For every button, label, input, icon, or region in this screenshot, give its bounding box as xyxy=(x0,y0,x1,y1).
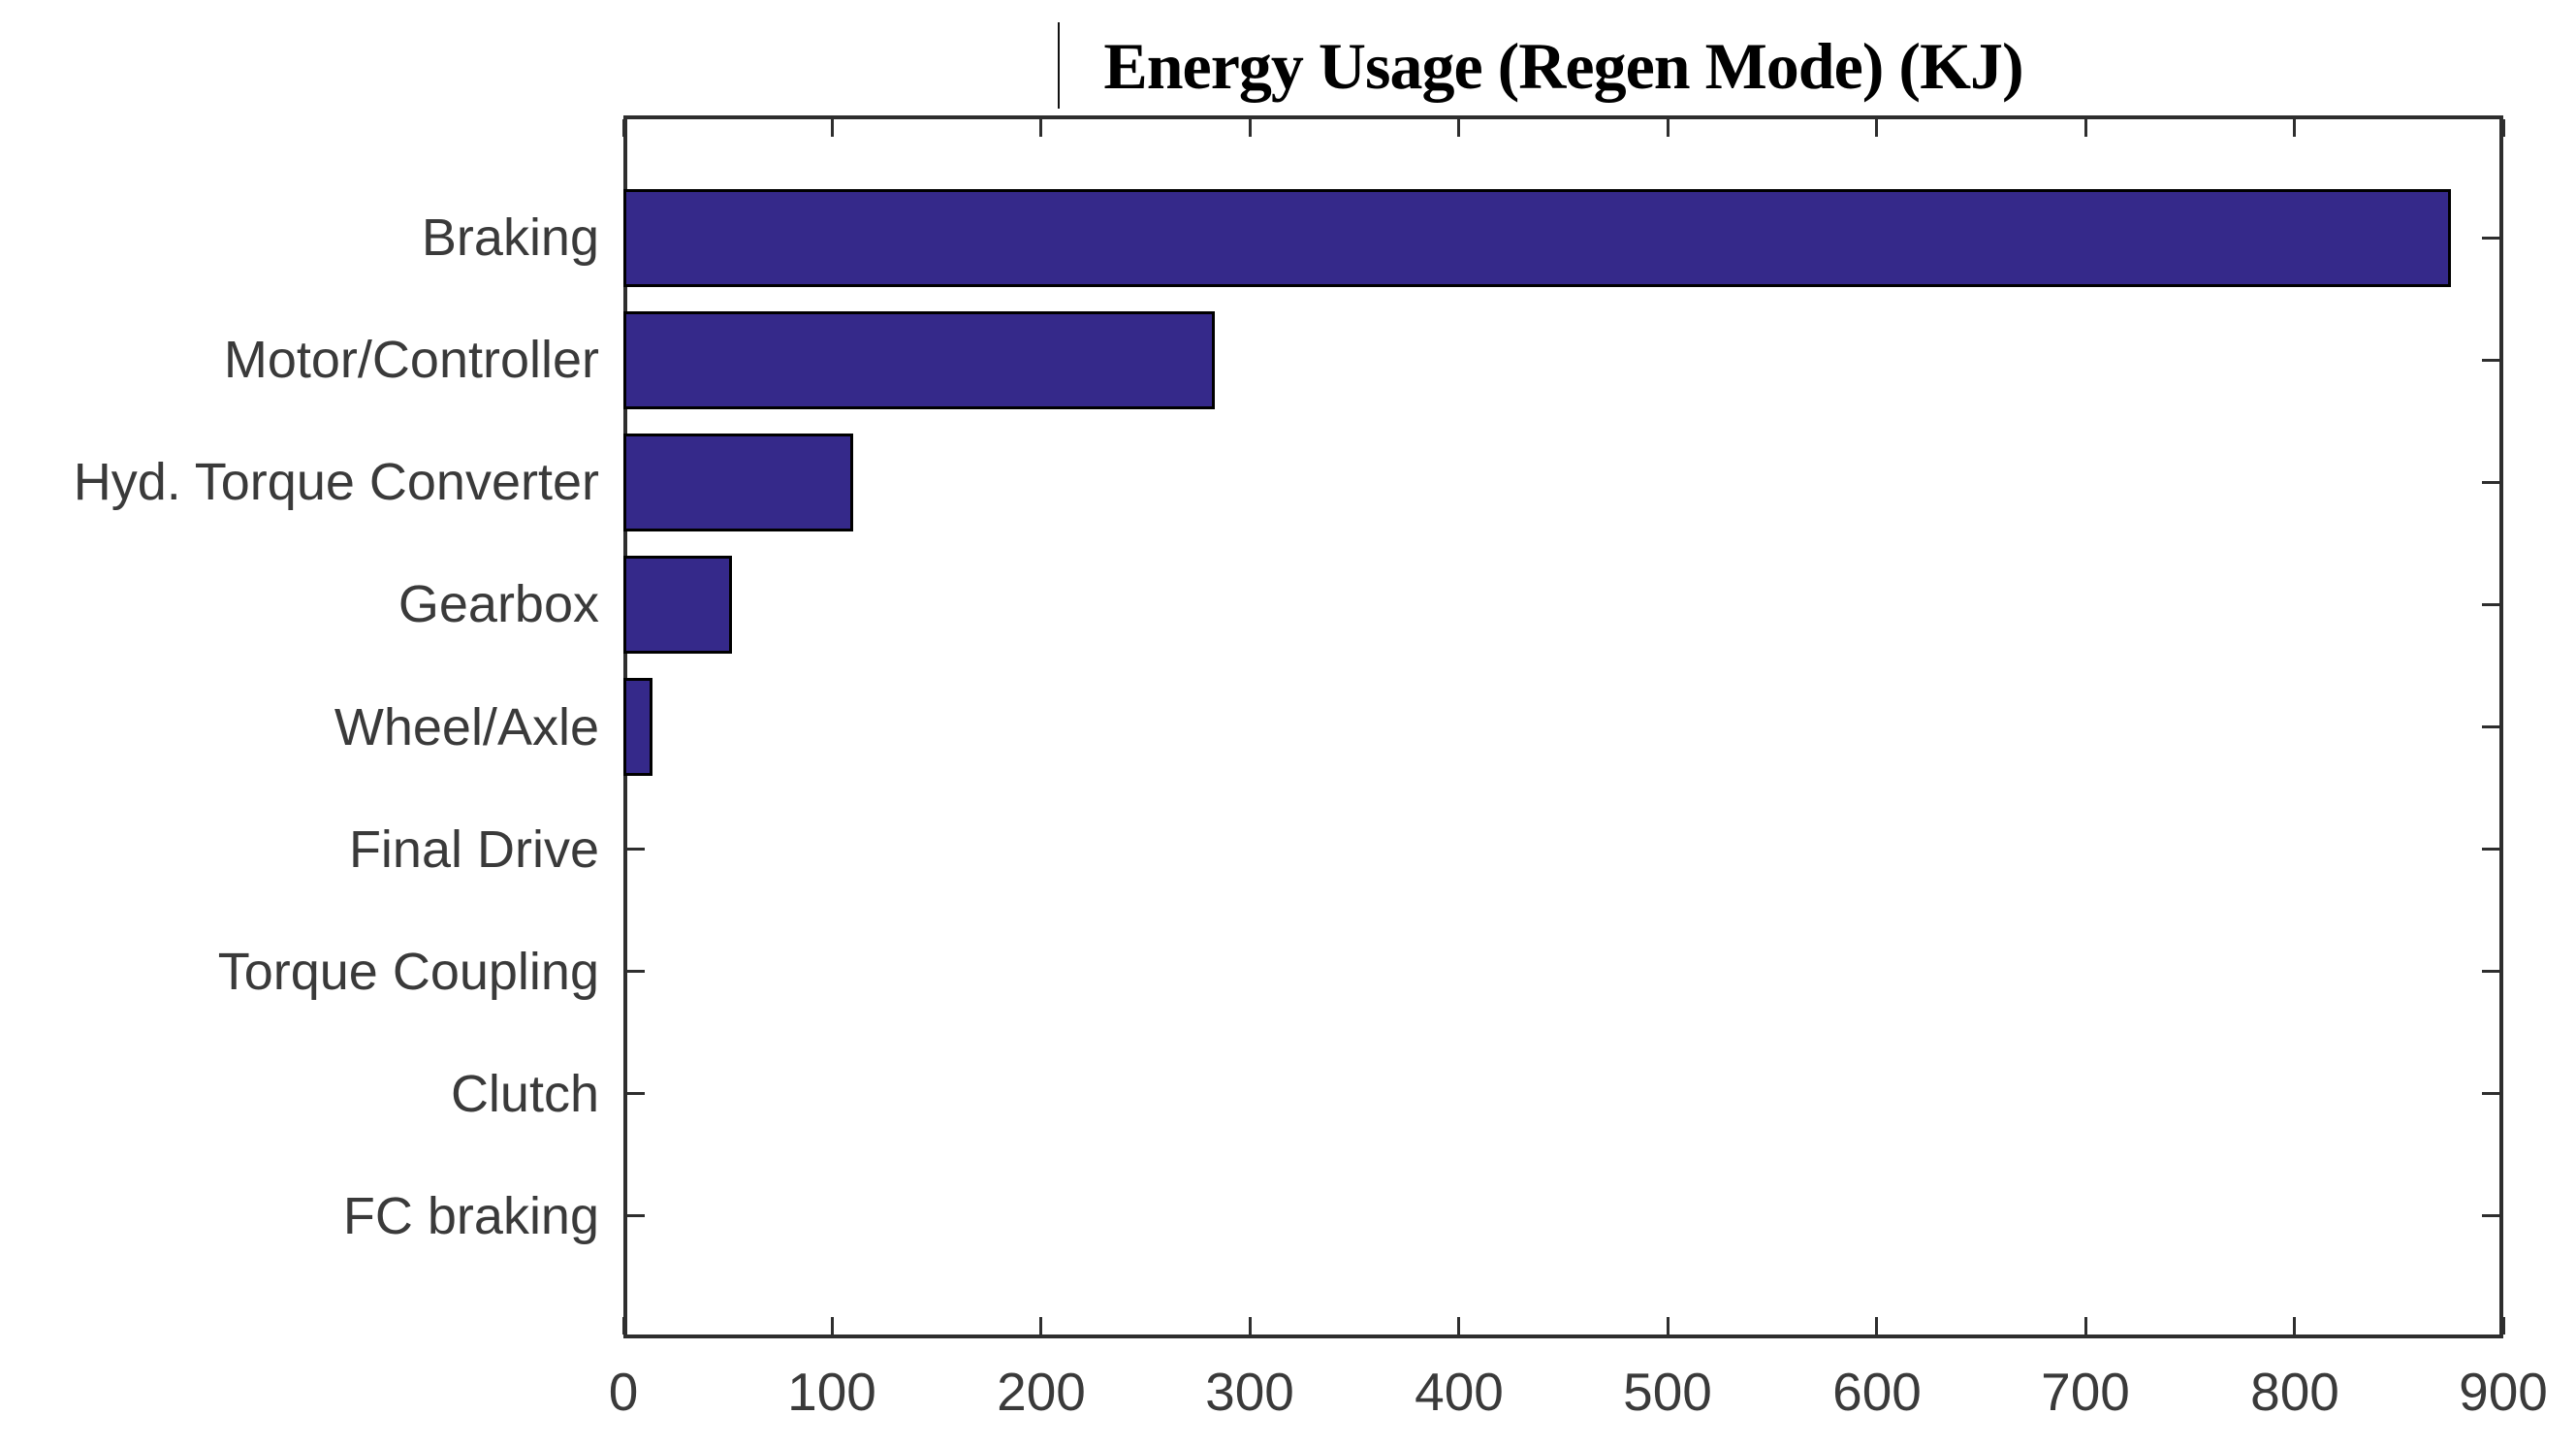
plot-area xyxy=(623,115,2503,1338)
category-label: Braking xyxy=(421,209,599,267)
bar-braking xyxy=(623,189,2451,287)
axis-tick-mark xyxy=(1667,119,1670,137)
x-tick-label: 100 xyxy=(787,1362,876,1422)
axis-tick-mark xyxy=(2482,848,2499,851)
axis-tick-mark xyxy=(627,1092,645,1095)
chart-title: Energy Usage (Regen Mode) (KJ) xyxy=(1103,29,2023,103)
category-label: Torque Coupling xyxy=(217,943,599,1001)
axis-tick-mark xyxy=(627,970,645,973)
x-tick-label: 0 xyxy=(608,1362,639,1422)
x-tick-label: 600 xyxy=(1832,1362,1922,1422)
axis-tick-mark xyxy=(1249,1317,1252,1334)
axis-tick-mark xyxy=(1875,1317,1878,1334)
category-label: Hyd. Torque Converter xyxy=(73,453,599,511)
x-tick-label: 200 xyxy=(997,1362,1086,1422)
axis-tick-mark xyxy=(2482,970,2499,973)
axis-tick-mark xyxy=(1457,1317,1460,1334)
axis-tick-mark xyxy=(2293,119,2296,137)
bar-gearbox xyxy=(623,556,732,654)
axis-tick-mark xyxy=(2502,1317,2505,1334)
x-tick-label: 300 xyxy=(1205,1362,1294,1422)
category-label: Wheel/Axle xyxy=(334,698,599,756)
axis-tick-mark xyxy=(2482,359,2499,362)
axis-tick-mark xyxy=(831,1317,834,1334)
bar-motor-controller xyxy=(623,311,1215,409)
axis-tick-mark xyxy=(622,1317,625,1334)
axis-tick-mark xyxy=(2482,237,2499,240)
axis-tick-mark xyxy=(2502,119,2505,137)
axis-tick-mark xyxy=(627,1214,645,1217)
axis-tick-mark xyxy=(1875,119,1878,137)
axis-tick-mark xyxy=(831,119,834,137)
axis-tick-mark xyxy=(2482,725,2499,728)
category-label: Motor/Controller xyxy=(223,331,599,389)
x-tick-label: 500 xyxy=(1623,1362,1712,1422)
axis-tick-mark xyxy=(1039,119,1042,137)
axis-tick-mark xyxy=(1457,119,1460,137)
x-tick-label: 400 xyxy=(1415,1362,1504,1422)
axis-tick-mark xyxy=(1249,119,1252,137)
category-label: FC braking xyxy=(342,1187,599,1245)
axis-tick-mark xyxy=(2293,1317,2296,1334)
axis-tick-mark xyxy=(1667,1317,1670,1334)
category-label: Final Drive xyxy=(348,820,599,879)
category-label: Gearbox xyxy=(398,575,599,633)
category-label: Clutch xyxy=(450,1065,599,1123)
axis-tick-mark xyxy=(627,848,645,851)
x-tick-label: 700 xyxy=(2041,1362,2130,1422)
bar-wheel-axle xyxy=(623,678,652,776)
bar-hyd-torque-converter xyxy=(623,434,853,531)
axis-tick-mark xyxy=(2482,481,2499,484)
x-tick-label: 900 xyxy=(2459,1362,2548,1422)
text-cursor-artifact xyxy=(1058,22,1060,109)
x-tick-label: 800 xyxy=(2250,1362,2339,1422)
axis-tick-mark xyxy=(2084,1317,2087,1334)
axis-tick-mark xyxy=(2084,119,2087,137)
axis-tick-mark xyxy=(2482,603,2499,606)
axis-tick-mark xyxy=(2482,1092,2499,1095)
axis-tick-mark xyxy=(2482,1214,2499,1217)
axis-tick-mark xyxy=(622,119,625,137)
axis-tick-mark xyxy=(1039,1317,1042,1334)
